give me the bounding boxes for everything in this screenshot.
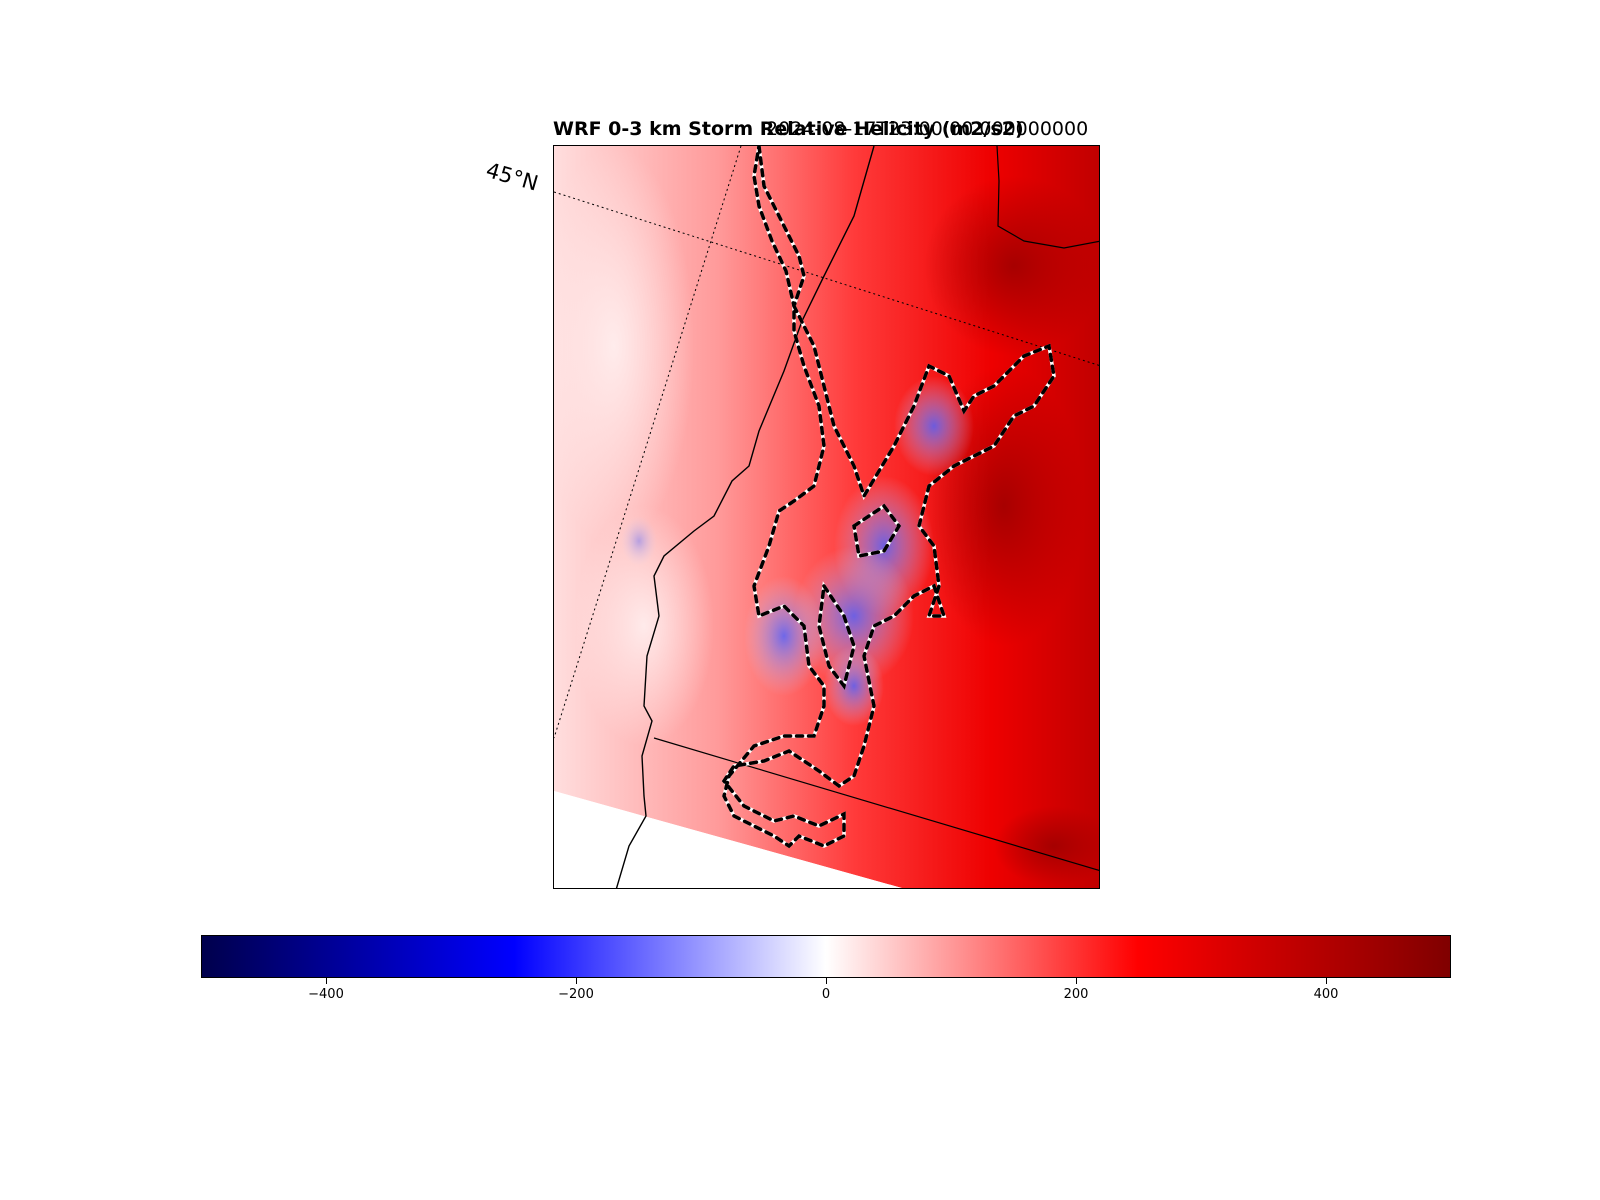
colorbar-tick-mark bbox=[826, 978, 827, 984]
map-panel bbox=[553, 145, 1100, 889]
negative-helicity-region-6 bbox=[621, 516, 657, 566]
colorbar-tick-label: −200 bbox=[558, 987, 594, 1002]
figure-timestamp: 2024-08-17T23:00:00.000000000 bbox=[766, 118, 1089, 140]
colorbar-tick-label: 400 bbox=[1313, 987, 1339, 1002]
colorbar bbox=[201, 935, 1451, 978]
colorbar-tick-mark bbox=[1326, 978, 1327, 984]
field-light-region-west bbox=[554, 146, 694, 546]
state-border-south bbox=[653, 737, 1099, 872]
field-dark-region-southeast bbox=[994, 806, 1099, 886]
colorbar-tick-label: 0 bbox=[821, 987, 831, 1002]
negative-helicity-region-5 bbox=[824, 646, 884, 726]
field-dark-region-northeast bbox=[924, 176, 1099, 356]
figure-title: WRF 0-3 km Storm Relative Helicity (m2/s… bbox=[553, 118, 1024, 140]
latitude-label-45n: 45°N bbox=[483, 158, 541, 196]
field-light-region-southwest bbox=[574, 506, 714, 746]
negative-helicity-contours bbox=[721, 146, 1056, 849]
negative-helicity-region-4 bbox=[894, 376, 974, 476]
colorbar-tick-mark bbox=[1076, 978, 1077, 984]
colorbar-tick-mark bbox=[326, 978, 327, 984]
latitude-gridline-45n bbox=[554, 191, 1099, 366]
colorbar-tick-mark bbox=[576, 978, 577, 984]
negative-helicity-region-3 bbox=[744, 576, 824, 696]
colorbar-tick-label: 200 bbox=[1063, 987, 1089, 1002]
helicity-field-map bbox=[554, 146, 1099, 888]
colorbar-tick-label: −400 bbox=[308, 987, 344, 1002]
longitude-gridline-west bbox=[554, 146, 742, 739]
state-border-northeast bbox=[996, 146, 1099, 249]
